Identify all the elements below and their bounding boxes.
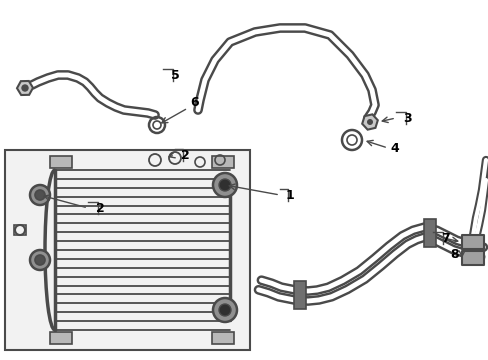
Circle shape (30, 185, 50, 205)
Bar (461, 251, 483, 265)
Circle shape (366, 119, 372, 125)
Bar (293, 281, 305, 309)
Text: 8: 8 (450, 248, 458, 261)
Bar (5, 150, 249, 350)
Text: 3: 3 (403, 112, 411, 125)
Text: 4: 4 (390, 141, 399, 154)
Circle shape (219, 179, 230, 191)
Text: 2: 2 (96, 202, 104, 215)
Text: 1: 1 (285, 189, 294, 202)
Circle shape (30, 250, 50, 270)
Text: 7: 7 (440, 231, 448, 244)
Bar (50, 156, 72, 168)
Text: 2: 2 (180, 149, 189, 162)
Circle shape (35, 255, 45, 265)
Circle shape (213, 173, 237, 197)
Circle shape (219, 304, 230, 316)
Bar (423, 219, 435, 247)
Circle shape (213, 298, 237, 322)
Text: 6: 6 (190, 95, 199, 108)
Bar (212, 156, 234, 168)
Bar (50, 332, 72, 344)
Text: 5: 5 (170, 68, 179, 81)
Circle shape (22, 85, 28, 91)
Circle shape (35, 190, 45, 200)
Bar (14, 225, 26, 235)
Bar (461, 235, 483, 249)
Bar (212, 332, 234, 344)
